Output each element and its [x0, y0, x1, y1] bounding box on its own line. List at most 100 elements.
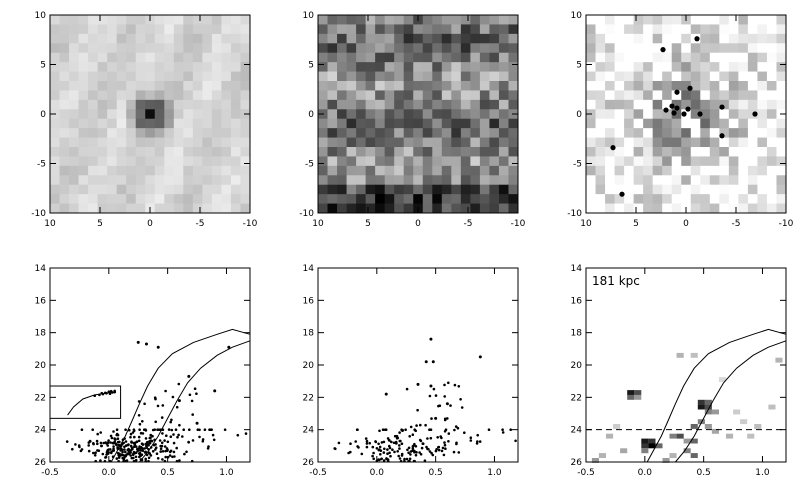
heatmap-cell: [318, 156, 328, 167]
heatmap-cell: [356, 43, 367, 54]
heatmap-cell: [126, 165, 137, 176]
x-tick-label: 10: [312, 219, 324, 229]
heatmap-cell: [605, 15, 615, 25]
y-tick-label: 22: [571, 393, 582, 403]
heatmap-cell: [451, 33, 462, 44]
heatmap-cell: [230, 165, 241, 176]
heatmap-cell: [451, 62, 462, 72]
heatmap-cell: [384, 184, 395, 195]
heatmap-cell: [413, 184, 424, 195]
heatmap-cell: [173, 128, 184, 138]
heatmap-cell: [154, 99, 165, 110]
heatmap-cell: [766, 156, 777, 167]
heatmap-cell: [451, 118, 462, 129]
hess-cell: [683, 448, 691, 454]
heatmap-cell: [766, 137, 777, 148]
heatmap-cell: [327, 43, 338, 54]
heatmap-cell: [633, 24, 644, 35]
heatmap-cell: [126, 71, 137, 82]
x-tick-label: -10: [779, 219, 794, 229]
heatmap-cell: [498, 175, 509, 186]
x-tick-label: 10: [580, 219, 592, 229]
heatmap-cell: [508, 24, 519, 35]
heatmap-cell: [747, 137, 758, 148]
heatmap-cell: [470, 62, 481, 72]
heatmap-cell: [145, 118, 156, 129]
heatmap-cell: [240, 194, 251, 204]
data-point: [719, 104, 725, 110]
heatmap-cell: [738, 62, 749, 72]
heatmap-cell: [183, 128, 194, 138]
heatmap-cell: [154, 165, 165, 176]
heatmap-cell: [221, 184, 232, 195]
heatmap-cell: [135, 24, 146, 35]
data-point: [144, 342, 148, 346]
heatmap-cell: [671, 175, 682, 186]
heatmap-cell: [346, 194, 357, 204]
data-point: [159, 444, 162, 448]
data-point: [456, 426, 460, 430]
hess-cell: [690, 352, 698, 358]
data-point: [421, 442, 425, 445]
heatmap-cell: [432, 128, 443, 138]
heatmap-cell: [776, 184, 787, 195]
y-tick-label: 10: [35, 11, 47, 21]
heatmap-cell: [709, 175, 720, 186]
heatmap-cell: [747, 81, 758, 91]
data-point: [357, 446, 360, 449]
heatmap-cell: [230, 137, 241, 148]
heatmap-cell: [183, 71, 194, 82]
heatmap-cell: [719, 118, 730, 129]
heatmap-cell: [126, 43, 137, 54]
heatmap-cell: [107, 184, 118, 195]
heatmap-cell: [652, 99, 663, 110]
heatmap-cell: [173, 203, 184, 214]
heatmap-cell: [479, 118, 490, 129]
heatmap-cell: [700, 175, 711, 186]
heatmap-cell: [498, 15, 509, 25]
heatmap-cell: [173, 194, 184, 204]
heatmap-cell: [240, 156, 251, 167]
heatmap-cell: [202, 71, 213, 82]
heatmap-cell: [460, 128, 471, 138]
heatmap-cell: [728, 62, 739, 72]
data-point: [99, 431, 102, 434]
heatmap-cell: [173, 175, 184, 186]
y-tick-label: 24: [571, 426, 583, 436]
heatmap-cell: [766, 203, 777, 214]
heatmap-cell: [432, 165, 443, 176]
heatmap-cell: [116, 24, 127, 35]
heatmap-cell: [489, 203, 500, 214]
data-point: [356, 428, 359, 432]
heatmap-cell: [728, 109, 739, 120]
y-tick-label: 10: [571, 11, 583, 21]
heatmap-cell: [126, 128, 137, 138]
heatmap-cell: [671, 24, 682, 35]
data-point: [449, 404, 452, 407]
data-point: [109, 434, 113, 438]
data-point: [133, 435, 136, 439]
heatmap-cell: [766, 62, 777, 72]
data-point: [365, 445, 369, 449]
heatmap-cell: [365, 137, 376, 148]
heatmap-cell: [643, 52, 654, 63]
heatmap-cell: [78, 203, 89, 214]
heatmap-cell: [681, 62, 692, 72]
x-tick-label: 0.0: [638, 468, 653, 478]
heatmap-cell: [605, 184, 615, 195]
heatmap-cell: [183, 81, 194, 91]
hess-cell: [775, 357, 783, 363]
heatmap-cell: [451, 156, 462, 167]
heatmap-cell: [605, 33, 615, 44]
data-point: [674, 89, 680, 95]
data-point: [419, 423, 422, 427]
heatmap-cell: [709, 43, 720, 54]
heatmap-cell: [59, 24, 70, 35]
heatmap-cell: [240, 24, 251, 35]
heatmap-cell: [757, 175, 768, 186]
heatmap-cell: [700, 71, 711, 82]
data-point: [137, 414, 141, 417]
heatmap-cell: [766, 165, 777, 176]
heatmap-cell: [671, 194, 682, 204]
